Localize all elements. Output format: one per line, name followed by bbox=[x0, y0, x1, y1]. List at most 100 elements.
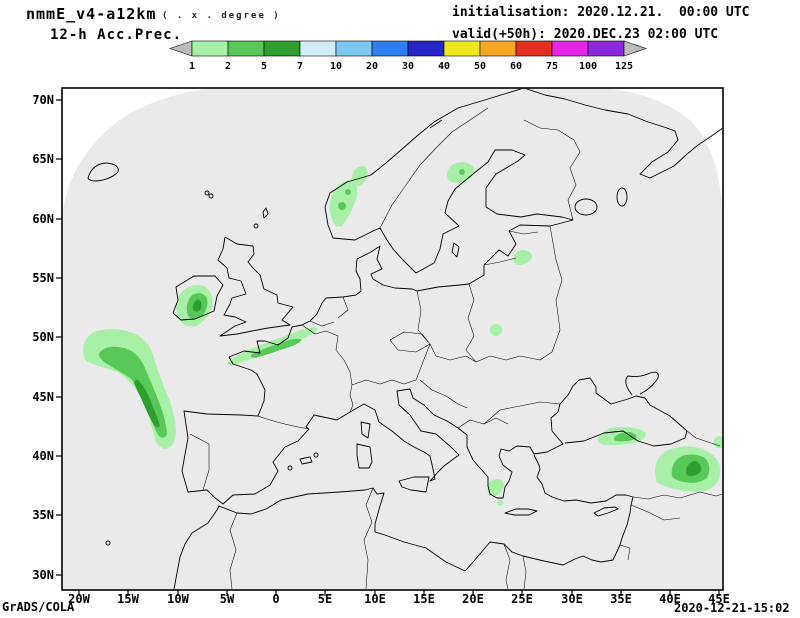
y-tick-label: 60N bbox=[32, 212, 54, 226]
colorbar-segment bbox=[515, 40, 553, 57]
precip-patch bbox=[713, 436, 723, 448]
colorbar-tick-label: 125 bbox=[615, 61, 633, 72]
coastline-faroe bbox=[204, 190, 210, 196]
colorbar-tick-label: 60 bbox=[510, 61, 522, 72]
coastline-atlantic-baltic-scandinavia bbox=[181, 88, 574, 505]
initialisation-time: initialisation: 2020.12.21. 00:00 UTC bbox=[452, 5, 750, 20]
precip-patch bbox=[459, 169, 465, 175]
colorbar-segment bbox=[407, 40, 445, 57]
colorbar-tick-label: 1 bbox=[189, 61, 195, 72]
x-tick-label: 0 bbox=[272, 592, 279, 606]
x-tick-label: 40E bbox=[659, 592, 681, 606]
x-tick-label: 20E bbox=[462, 592, 484, 606]
colorbar-segment bbox=[479, 40, 517, 57]
precip-patch bbox=[134, 379, 160, 428]
colorbar: 1 2 5 7 10 20 30 40 50 60 75 100 125 bbox=[169, 40, 647, 72]
coastline-mallorca bbox=[299, 456, 313, 465]
precip-patch bbox=[513, 250, 532, 265]
coastline-anatolia-africa bbox=[173, 454, 634, 590]
y-tick-label: 65N bbox=[32, 152, 54, 166]
coastline-cyprus bbox=[593, 506, 619, 517]
longitude-axis: 20W 15W 10W 5W 0 5E 10E 15E 20E 25E 30E … bbox=[68, 592, 730, 606]
coastline-madeira bbox=[105, 540, 111, 546]
map-frame bbox=[61, 87, 724, 591]
colorbar-tick-label: 40 bbox=[438, 61, 450, 72]
colorbar-underflow-arrow-icon bbox=[169, 40, 193, 57]
coastline-faroe bbox=[208, 193, 214, 199]
y-tick-label: 50N bbox=[32, 330, 54, 344]
y-tick-label: 35N bbox=[32, 508, 54, 522]
y-tick-label: 70N bbox=[32, 93, 54, 107]
product-name: 12-h Acc.Prec. bbox=[50, 27, 183, 43]
coastline-great-britain bbox=[217, 236, 294, 337]
x-tick-label: 10E bbox=[364, 592, 386, 606]
coastline-orkney bbox=[253, 223, 259, 229]
colorbar-overflow-arrow-icon bbox=[623, 40, 647, 57]
x-tick-label: 10W bbox=[167, 592, 189, 606]
colorbar-segment bbox=[191, 40, 229, 57]
coastline-ibiza bbox=[287, 465, 293, 471]
coastline-sardinia bbox=[356, 443, 373, 469]
grid-resolution-note: ( . x . degree ) bbox=[162, 11, 281, 21]
precip-patch bbox=[345, 189, 351, 195]
x-tick-label: 5E bbox=[318, 592, 332, 606]
x-tick-label: 35E bbox=[610, 592, 632, 606]
coastline-azov bbox=[625, 371, 659, 396]
colorbar-tick-label: 50 bbox=[474, 61, 486, 72]
colorbar-segment bbox=[371, 40, 409, 57]
coastline-sicily bbox=[398, 476, 430, 493]
coastline-crete bbox=[504, 508, 538, 516]
precip-patch bbox=[487, 478, 504, 496]
creation-timestamp: 2020-12-21-15:02 bbox=[674, 601, 790, 615]
x-tick-label: 15E bbox=[413, 592, 435, 606]
longitude-ticks bbox=[78, 590, 720, 596]
coastline-arctic bbox=[524, 88, 723, 179]
colorbar-segment bbox=[587, 40, 625, 57]
precip-patch bbox=[497, 500, 503, 506]
colorbar-segment bbox=[227, 40, 265, 57]
coastline-corsica bbox=[360, 421, 371, 439]
colorbar-segment bbox=[335, 40, 373, 57]
colorbar-segment bbox=[443, 40, 481, 57]
valid-time: valid(+50h): 2020.DEC.23 02:00 UTC bbox=[452, 27, 719, 42]
precip-patch bbox=[192, 299, 202, 312]
x-tick-label: 25E bbox=[511, 592, 533, 606]
latitude-axis: 70N 65N 60N 55N 50N 45N 40N 35N 30N bbox=[32, 93, 54, 582]
colorbar-segment bbox=[263, 40, 301, 57]
colorbar-tick-label: 7 bbox=[297, 61, 303, 72]
map-plot-area bbox=[62, 88, 723, 590]
colorbar-tick-label: 30 bbox=[402, 61, 414, 72]
coastline-lofoten bbox=[429, 119, 443, 129]
y-tick-label: 30N bbox=[32, 568, 54, 582]
precip-patch bbox=[613, 432, 637, 442]
coastline-menorca bbox=[313, 452, 319, 458]
y-tick-label: 40N bbox=[32, 449, 54, 463]
colorbar-tick-label: 75 bbox=[546, 61, 558, 72]
x-tick-label: 5W bbox=[220, 592, 235, 606]
country-borders bbox=[189, 107, 723, 590]
y-tick-label: 55N bbox=[32, 271, 54, 285]
coastline-gotland bbox=[451, 242, 460, 258]
coastline-iceland-tip bbox=[87, 162, 119, 182]
colorbar-segment bbox=[551, 40, 589, 57]
precip-patch bbox=[338, 202, 346, 210]
x-tick-label: 20W bbox=[68, 592, 90, 606]
colorbar-segment bbox=[299, 40, 337, 57]
precipitation-layer bbox=[83, 162, 723, 506]
colorbar-tick-label: 20 bbox=[366, 61, 378, 72]
latitude-ticks bbox=[56, 99, 62, 576]
precip-patch bbox=[250, 338, 302, 358]
coastline-shetland bbox=[262, 207, 269, 219]
precip-patch bbox=[351, 166, 368, 187]
coastline-ireland bbox=[172, 275, 224, 321]
model-domain bbox=[62, 88, 723, 589]
lake-ladoga bbox=[574, 198, 598, 216]
coastline-layer bbox=[87, 88, 723, 590]
colorbar-tick-label: 10 bbox=[330, 61, 342, 72]
lake-onega bbox=[616, 187, 628, 207]
x-tick-label: 15W bbox=[117, 592, 139, 606]
x-tick-label: 45E bbox=[708, 592, 730, 606]
x-tick-label: 30E bbox=[561, 592, 583, 606]
colorbar-tick-label: 2 bbox=[225, 61, 231, 72]
